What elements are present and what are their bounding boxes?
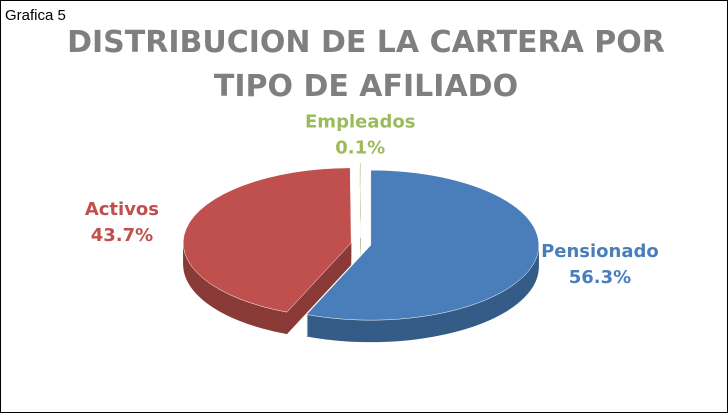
value-label: 0.1% [335,137,385,158]
slice [359,162,362,239]
chart-title: DISTRIBUCION DE LA CARTERA POR TIPO DE A… [67,25,665,104]
caption: Grafica 5 [5,7,66,24]
value-label: 56.3% [569,267,631,288]
slice [306,169,539,321]
slice [183,167,352,313]
slice-label: Activos [85,199,159,220]
slice-label: Pensionado [541,241,659,262]
value-label: 43.7% [91,225,153,246]
slice-label: Empleados [305,111,415,132]
